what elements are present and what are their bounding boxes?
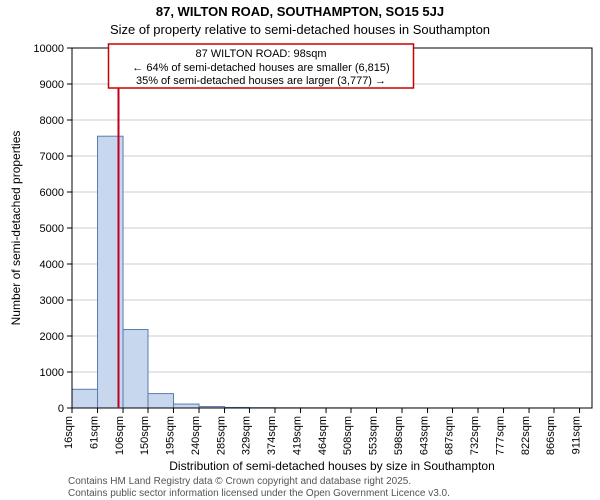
callout-line1: 87 WILTON ROAD: 98sqm <box>195 48 326 60</box>
x-tick-label: 508sqm <box>342 416 354 455</box>
x-tick-label: 732sqm <box>469 416 481 455</box>
x-tick-label: 553sqm <box>368 416 380 455</box>
x-tick-label: 374sqm <box>266 416 278 455</box>
histogram-bar <box>148 394 174 408</box>
y-tick-label: 1000 <box>40 367 64 379</box>
x-axis-label: Distribution of semi-detached houses by … <box>169 459 495 473</box>
x-tick-label: 598sqm <box>393 416 405 455</box>
histogram-chart: 87, WILTON ROAD, SOUTHAMPTON, SO15 5JJ Si… <box>0 0 600 500</box>
callout-line3: 35% of semi-detached houses are larger (… <box>136 75 386 87</box>
y-tick-label: 9000 <box>40 79 64 91</box>
x-tick-label: 61sqm <box>89 416 101 449</box>
y-tick-label: 2000 <box>40 331 64 343</box>
x-tick-label: 195sqm <box>165 416 177 455</box>
y-tick-label: 6000 <box>40 187 64 199</box>
x-tick-label: 687sqm <box>444 416 456 455</box>
x-tick-label: 106sqm <box>114 416 126 455</box>
x-tick-label: 777sqm <box>495 416 507 455</box>
histogram-bar <box>123 330 148 408</box>
footnote-2: Contains public sector information licen… <box>68 488 450 499</box>
y-tick-label: 10000 <box>33 43 64 55</box>
x-tick-label: 150sqm <box>139 416 151 455</box>
y-tick-label: 0 <box>58 403 64 415</box>
x-tick-label: 822sqm <box>520 416 532 455</box>
y-tick-label: 5000 <box>40 223 64 235</box>
x-tick-label: 329sqm <box>240 416 252 455</box>
x-tick-label: 911sqm <box>571 416 583 454</box>
y-tick-label: 7000 <box>40 151 64 163</box>
x-tick-label: 16sqm <box>63 416 75 449</box>
y-tick-label: 3000 <box>40 295 64 307</box>
x-tick-label: 419sqm <box>292 416 304 455</box>
y-axis-label: Number of semi-detached properties <box>9 131 23 326</box>
x-tick-label: 285sqm <box>216 416 228 455</box>
y-tick-label: 8000 <box>40 115 64 127</box>
y-tick-label: 4000 <box>40 259 64 271</box>
chart-subtitle: Size of property relative to semi-detach… <box>110 22 490 37</box>
x-tick-label: 240sqm <box>190 416 202 455</box>
footnote-1: Contains HM Land Registry data © Crown c… <box>68 476 411 487</box>
callout-line2: ← 64% of semi-detached houses are smalle… <box>132 62 389 74</box>
histogram-bar <box>72 389 98 408</box>
x-tick-label: 643sqm <box>419 416 431 455</box>
histogram-bar <box>174 404 200 408</box>
x-tick-label: 866sqm <box>545 416 557 455</box>
chart-title: 87, WILTON ROAD, SOUTHAMPTON, SO15 5JJ <box>156 4 444 19</box>
x-tick-label: 464sqm <box>317 416 329 455</box>
